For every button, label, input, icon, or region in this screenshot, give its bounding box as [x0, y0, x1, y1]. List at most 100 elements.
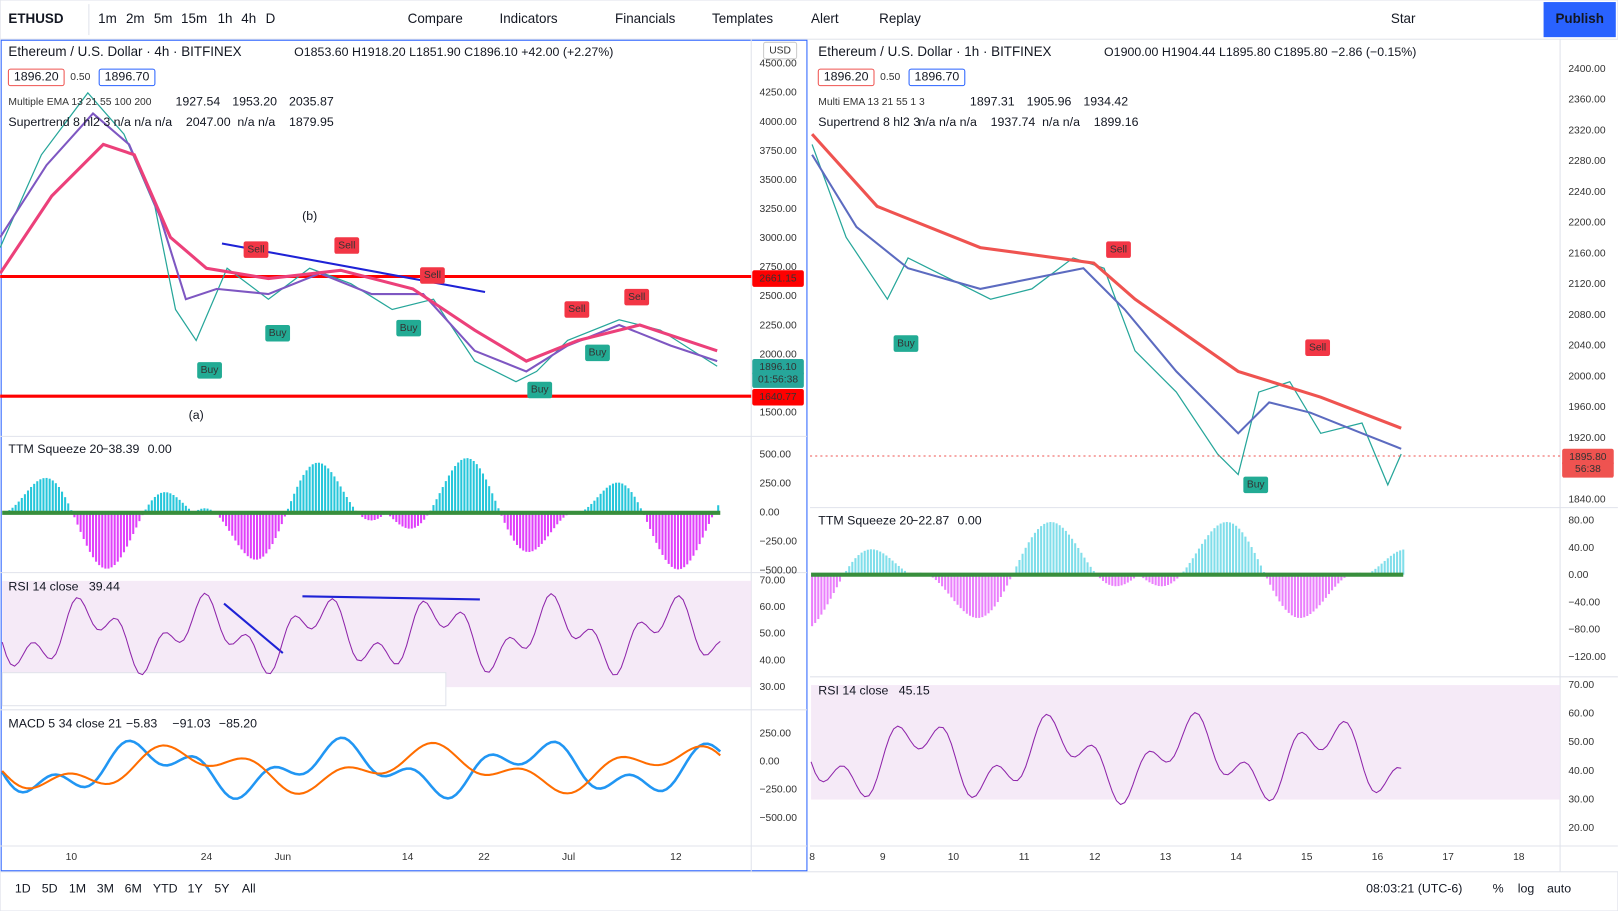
countdown-bg [752, 371, 804, 388]
range-button[interactable]: 1D [15, 882, 31, 896]
histogram-bar [633, 496, 636, 513]
histogram-bar [645, 512, 649, 522]
histogram-bar [153, 496, 156, 513]
interval-button[interactable]: 15m [181, 11, 207, 26]
histogram-bar [101, 512, 104, 568]
toolbar [0, 0, 1618, 40]
financials-button[interactable]: Financials [615, 11, 676, 26]
bid: 1896.20 [14, 70, 59, 84]
range-button[interactable]: 1M [69, 882, 86, 896]
indicators-button[interactable]: Indicators [499, 11, 557, 26]
histogram-bar [639, 508, 642, 513]
range-button[interactable]: YTD [153, 882, 178, 896]
histogram-bar [252, 512, 255, 560]
histogram-bar [268, 512, 271, 550]
histogram-bar [82, 512, 85, 540]
log-toggle[interactable]: log [1518, 882, 1535, 896]
publish-button[interactable] [1543, 2, 1616, 38]
histogram-bar [562, 512, 565, 518]
time-tick: 13 [1160, 852, 1172, 863]
star-button[interactable]: Star [1391, 11, 1416, 26]
ema-line [0, 142, 718, 363]
interval-button[interactable]: 1m [98, 11, 117, 26]
histogram-bar [432, 505, 435, 513]
range-button[interactable]: 1Y [188, 882, 203, 896]
histogram-bar [587, 506, 590, 513]
axis-tick: 40.00 [1568, 766, 1594, 777]
histogram-bar [379, 512, 382, 518]
interval-button[interactable]: 5m [154, 11, 173, 26]
ohlc: O1900.00 H1904.44 L1895.80 C1895.80 −2.8… [1104, 45, 1416, 59]
histogram-bar [116, 512, 119, 562]
signal-bg [564, 301, 590, 318]
histogram-bar [686, 512, 689, 565]
histogram-bar [1163, 574, 1166, 586]
histogram-bar [364, 512, 367, 520]
histogram-bar [290, 501, 293, 513]
histogram-bar [1061, 527, 1064, 575]
templates-button[interactable]: Templates [712, 11, 773, 26]
histogram-bar [1170, 574, 1173, 584]
histogram-bar [1290, 574, 1293, 616]
interval-button[interactable]: 1h [218, 11, 233, 26]
histogram-bar [1086, 562, 1089, 575]
histogram-bar [947, 574, 950, 594]
histogram-bar [934, 574, 937, 581]
histogram-bar [832, 574, 835, 594]
level-label: 2661.15 [759, 273, 796, 284]
histogram-bar [265, 512, 268, 554]
signal-bg [334, 237, 360, 254]
histogram-bar [1253, 552, 1256, 575]
histogram-bar [67, 503, 70, 513]
histogram-bar [1399, 550, 1402, 575]
price-tick: 2200.00 [1568, 218, 1605, 229]
histogram-bar [1067, 534, 1071, 575]
histogram-bar [259, 512, 262, 559]
range-button[interactable]: 5D [42, 882, 58, 896]
histogram-bar [450, 470, 454, 513]
histogram-bar [534, 512, 537, 550]
range-button[interactable]: 6M [125, 882, 142, 896]
supertrend-value: 1899.16 [1094, 115, 1139, 129]
histogram-bar [658, 512, 661, 550]
histogram-bar [420, 512, 423, 524]
replay-button[interactable]: Replay [879, 11, 921, 26]
histogram-bar [308, 466, 311, 513]
histogram-bar [962, 574, 965, 612]
histogram-bar [469, 458, 472, 513]
histogram-bar [876, 550, 879, 575]
interval-button[interactable]: 2m [126, 11, 145, 26]
axis-tick: 30.00 [1568, 795, 1594, 806]
price-tick: 4000.00 [759, 117, 796, 128]
indicator-value: −91.03 [172, 717, 210, 731]
percent-toggle[interactable]: % [1493, 882, 1504, 896]
histogram-bar [1244, 536, 1247, 575]
histogram-bar [413, 512, 416, 528]
axis-tick: −500.00 [759, 565, 797, 576]
rsi-band [811, 685, 1561, 800]
histogram-bar [1386, 558, 1389, 575]
histogram-bar [959, 574, 962, 609]
drawing-toolbar[interactable] [1, 672, 447, 707]
price-tick: 4500.00 [759, 59, 796, 70]
interval-button[interactable]: D [266, 11, 276, 26]
histogram-bar [311, 464, 314, 513]
axis-tick: 30.00 [759, 682, 785, 693]
compare-button[interactable]: Compare [408, 11, 463, 26]
histogram-bar [416, 512, 420, 526]
auto-toggle[interactable]: auto [1547, 882, 1571, 896]
range-button[interactable]: 3M [97, 882, 114, 896]
histogram-bar [1324, 574, 1327, 598]
interval-button[interactable]: 4h [241, 11, 256, 26]
histogram-bar [1256, 559, 1259, 575]
range-button[interactable]: All [242, 882, 256, 896]
histogram-bar [537, 512, 540, 548]
histogram-bar [1157, 574, 1160, 587]
currency: USD [769, 45, 791, 56]
alert-button[interactable]: Alert [811, 11, 839, 26]
range-button[interactable]: 5Y [214, 882, 229, 896]
histogram-bar [302, 474, 305, 513]
histogram-bar [454, 466, 457, 513]
publish-label[interactable]: Publish [1555, 11, 1603, 26]
histogram-bar [649, 512, 652, 529]
